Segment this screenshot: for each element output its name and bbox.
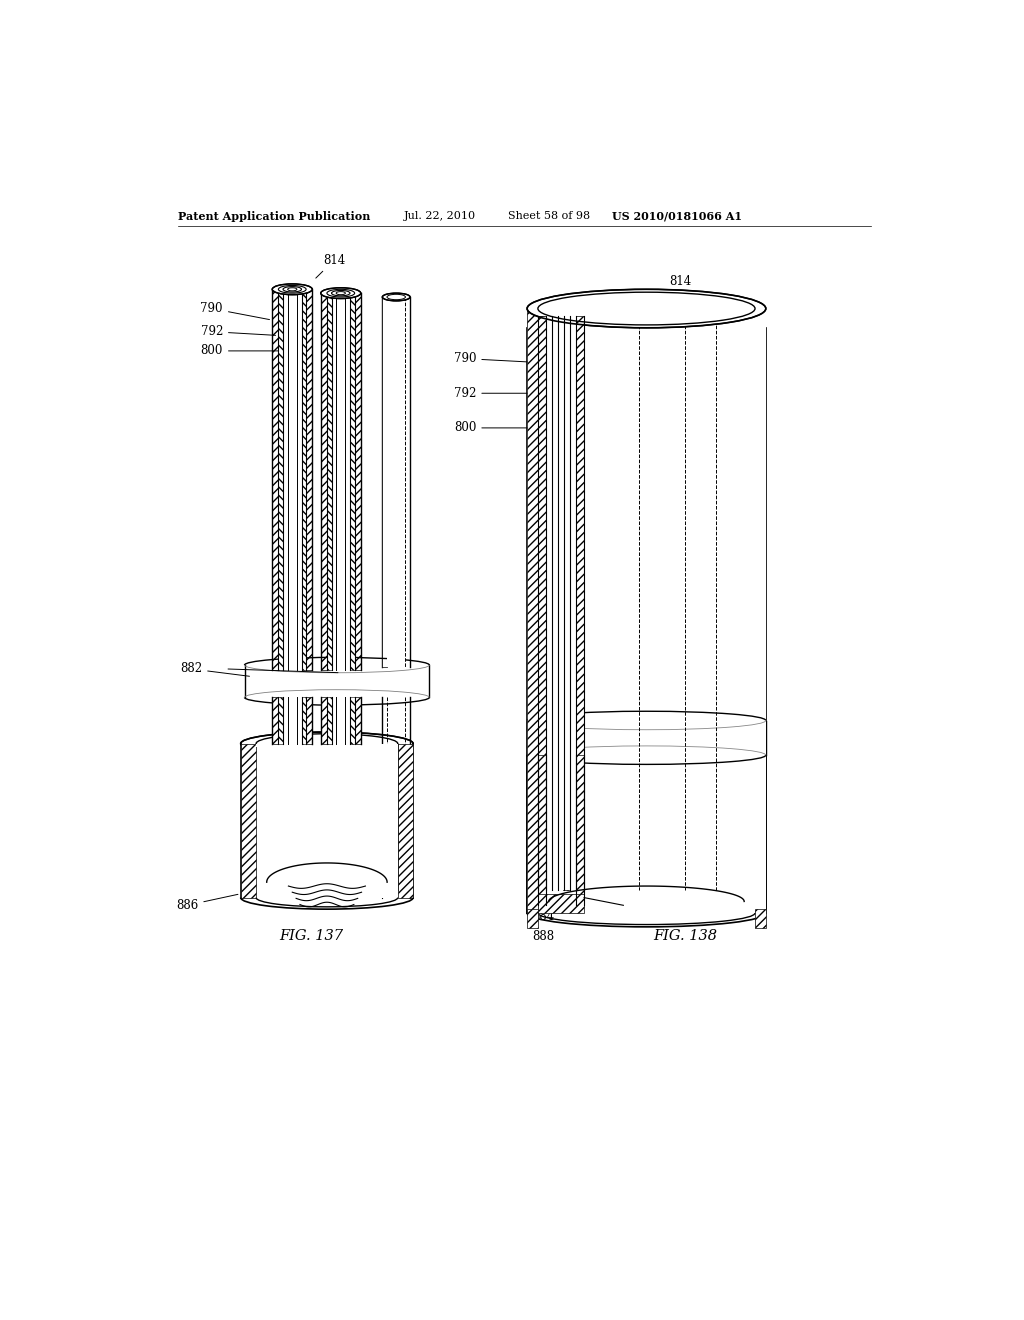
Bar (306, 697, 312, 743)
Bar (321, 697, 327, 743)
Text: 814: 814 (656, 275, 692, 302)
Bar (241, 743, 256, 898)
Bar (354, 697, 360, 743)
Text: 884: 884 (531, 903, 582, 924)
Text: FIG. 138: FIG. 138 (653, 929, 717, 942)
Bar (321, 293, 327, 671)
Bar (306, 289, 312, 671)
Bar (354, 293, 360, 671)
Text: 790: 790 (201, 302, 269, 319)
Bar (397, 743, 413, 898)
Text: Jul. 22, 2010: Jul. 22, 2010 (403, 211, 476, 222)
Text: 800: 800 (454, 421, 549, 434)
Bar (327, 697, 332, 743)
Bar (256, 743, 397, 898)
Ellipse shape (527, 289, 766, 327)
Ellipse shape (272, 284, 312, 294)
Ellipse shape (241, 733, 413, 755)
Bar (538, 317, 546, 890)
Bar (562, 317, 568, 890)
Bar (279, 697, 283, 743)
Bar (527, 909, 538, 928)
Text: 886: 886 (176, 895, 238, 912)
Ellipse shape (321, 288, 360, 298)
Bar (387, 297, 406, 667)
Bar (527, 309, 766, 913)
Bar (283, 289, 301, 671)
Bar (272, 289, 279, 671)
Bar (301, 697, 306, 743)
Text: FIG. 137: FIG. 137 (280, 929, 343, 942)
Text: 888: 888 (531, 919, 554, 942)
Bar (272, 697, 279, 743)
Ellipse shape (382, 293, 410, 301)
Bar (577, 317, 584, 890)
Text: 882: 882 (180, 663, 250, 676)
Bar (327, 293, 354, 671)
Text: 800: 800 (201, 345, 281, 358)
Bar (527, 309, 538, 913)
Bar (538, 317, 544, 890)
Bar (382, 297, 387, 667)
Bar (538, 894, 584, 913)
Bar (546, 317, 577, 890)
Text: 792: 792 (201, 325, 275, 338)
Text: 792: 792 (454, 387, 543, 400)
Bar (327, 293, 332, 671)
Text: Patent Application Publication: Patent Application Publication (178, 211, 371, 222)
Text: US 2010/0181066 A1: US 2010/0181066 A1 (611, 211, 741, 222)
Polygon shape (256, 743, 272, 747)
Bar (350, 697, 354, 743)
Bar (538, 755, 546, 906)
Bar (283, 697, 301, 743)
Text: 790: 790 (454, 352, 536, 366)
Text: Sheet 58 of 98: Sheet 58 of 98 (508, 211, 590, 222)
Bar (256, 821, 397, 898)
Bar (332, 293, 350, 671)
Bar (577, 755, 584, 906)
Bar (301, 289, 306, 671)
Bar (755, 909, 766, 928)
Bar (279, 289, 283, 671)
Text: 814: 814 (315, 253, 345, 279)
Bar (279, 289, 306, 671)
Bar (332, 697, 350, 743)
Bar (350, 293, 354, 671)
